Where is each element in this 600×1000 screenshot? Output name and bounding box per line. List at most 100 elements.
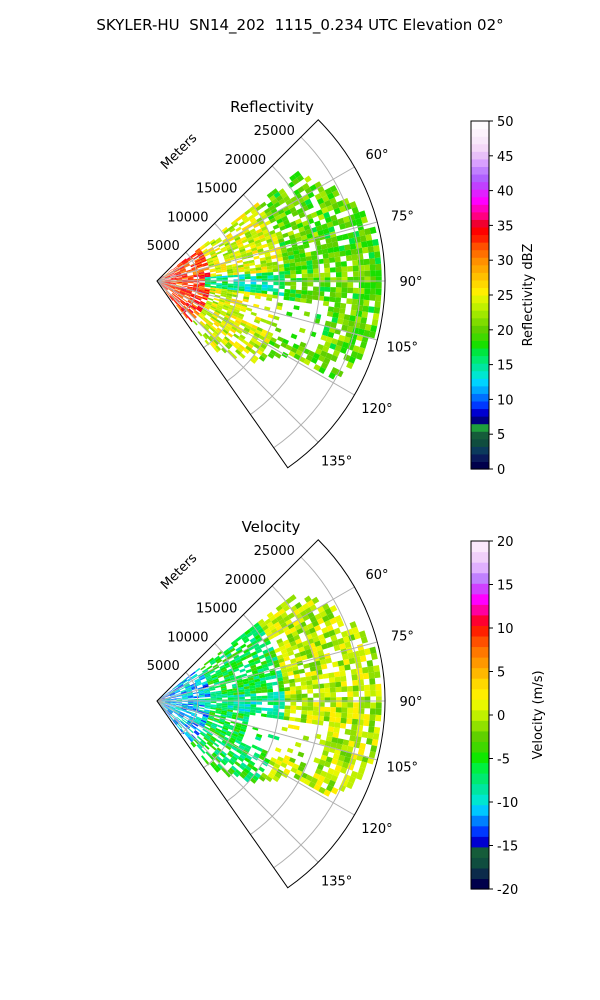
field-cell — [269, 349, 277, 356]
field-cell — [273, 708, 279, 713]
field-cell — [180, 289, 187, 293]
field-cell — [324, 740, 332, 747]
colorbar-swatch — [471, 393, 489, 402]
field-cell — [375, 294, 382, 302]
field-cell — [261, 695, 268, 699]
colorbar-swatch — [471, 242, 489, 251]
field-cell — [227, 695, 234, 698]
field-cell — [184, 312, 189, 318]
field-cell — [360, 636, 368, 644]
field-cell — [248, 205, 256, 212]
field-cell — [273, 691, 279, 696]
field-cell — [182, 282, 188, 284]
field-cell — [370, 745, 378, 753]
field-cell — [181, 288, 187, 291]
field-cell — [366, 738, 373, 745]
field-cell — [163, 705, 169, 710]
field-cell — [206, 677, 213, 681]
azimuth-tick-label: 60° — [365, 568, 388, 583]
field-cell — [233, 654, 240, 660]
field-cell — [170, 274, 176, 277]
field-cell — [200, 300, 206, 305]
field-cell — [196, 727, 202, 733]
field-cell — [338, 313, 345, 320]
field-cell — [279, 645, 287, 651]
field-cell — [210, 287, 216, 290]
field-cell — [169, 286, 176, 289]
field-cell — [349, 315, 356, 322]
field-cell — [250, 286, 257, 290]
field-cell — [182, 260, 189, 265]
field-cell — [330, 354, 338, 363]
field-cell — [206, 258, 213, 263]
colorbar-swatch — [471, 794, 489, 806]
field-cell — [352, 293, 359, 300]
field-cell — [256, 637, 263, 643]
field-cell — [320, 770, 328, 778]
field-cell — [196, 716, 202, 720]
field-cell — [211, 254, 218, 259]
field-cell — [226, 323, 233, 329]
field-cell — [232, 222, 239, 228]
field-cell — [290, 270, 297, 275]
field-cell — [298, 248, 305, 254]
field-cell — [256, 746, 263, 752]
field-cell — [321, 223, 329, 230]
field-cell — [239, 754, 246, 760]
field-cell — [271, 681, 279, 686]
field-cells — [158, 170, 382, 380]
field-cell — [273, 762, 281, 769]
field-cell — [353, 276, 359, 283]
field-cell — [256, 701, 262, 705]
colorbar-tick-label: 30 — [497, 254, 514, 269]
field-cell — [164, 695, 170, 698]
field-cell — [245, 249, 252, 254]
field-cell — [163, 272, 169, 277]
field-cell — [307, 269, 314, 274]
azimuth-spoke — [156, 280, 319, 443]
field-cell — [205, 281, 211, 283]
field-cell — [255, 690, 262, 694]
field-cell — [325, 735, 333, 742]
field-cell — [243, 263, 250, 267]
field-cell — [235, 675, 242, 679]
field-cell — [174, 709, 180, 713]
field-cell — [341, 287, 348, 293]
field-cell — [290, 238, 297, 244]
field-cell — [176, 277, 183, 279]
azimuth-tick-label: 105° — [387, 761, 418, 776]
field-cell — [227, 709, 233, 713]
field-cell — [196, 306, 203, 312]
field-cell — [250, 327, 257, 333]
field-cell — [370, 270, 376, 277]
field-cell — [256, 733, 263, 739]
field-cell — [210, 240, 217, 246]
field-cell — [234, 252, 241, 257]
field-cell — [165, 278, 171, 280]
field-cell — [358, 702, 365, 709]
field-cell — [200, 740, 206, 746]
field-cell — [209, 762, 216, 769]
field-cell — [247, 342, 254, 349]
field-cell — [248, 340, 256, 347]
field-cell — [252, 631, 260, 638]
field-cell — [173, 267, 179, 271]
field-cell — [260, 680, 267, 685]
azimuth-tick-label: 135° — [321, 875, 352, 890]
field-cell — [175, 286, 182, 289]
field-cell — [370, 276, 376, 283]
reflectivity-colorbar-label: Reflectivity dBZ — [521, 244, 536, 347]
field-cell — [177, 715, 183, 719]
field-cell — [287, 251, 294, 256]
field-cell — [353, 741, 361, 749]
field-cell — [276, 195, 284, 202]
field-cell — [237, 243, 244, 249]
field-cell — [307, 290, 313, 296]
range-ring — [203, 223, 239, 349]
field-cell — [233, 321, 240, 327]
field-cell — [167, 269, 173, 273]
range-ring — [226, 614, 280, 802]
field-cell — [254, 645, 261, 652]
field-cell — [176, 261, 182, 266]
field-cell — [249, 292, 256, 296]
